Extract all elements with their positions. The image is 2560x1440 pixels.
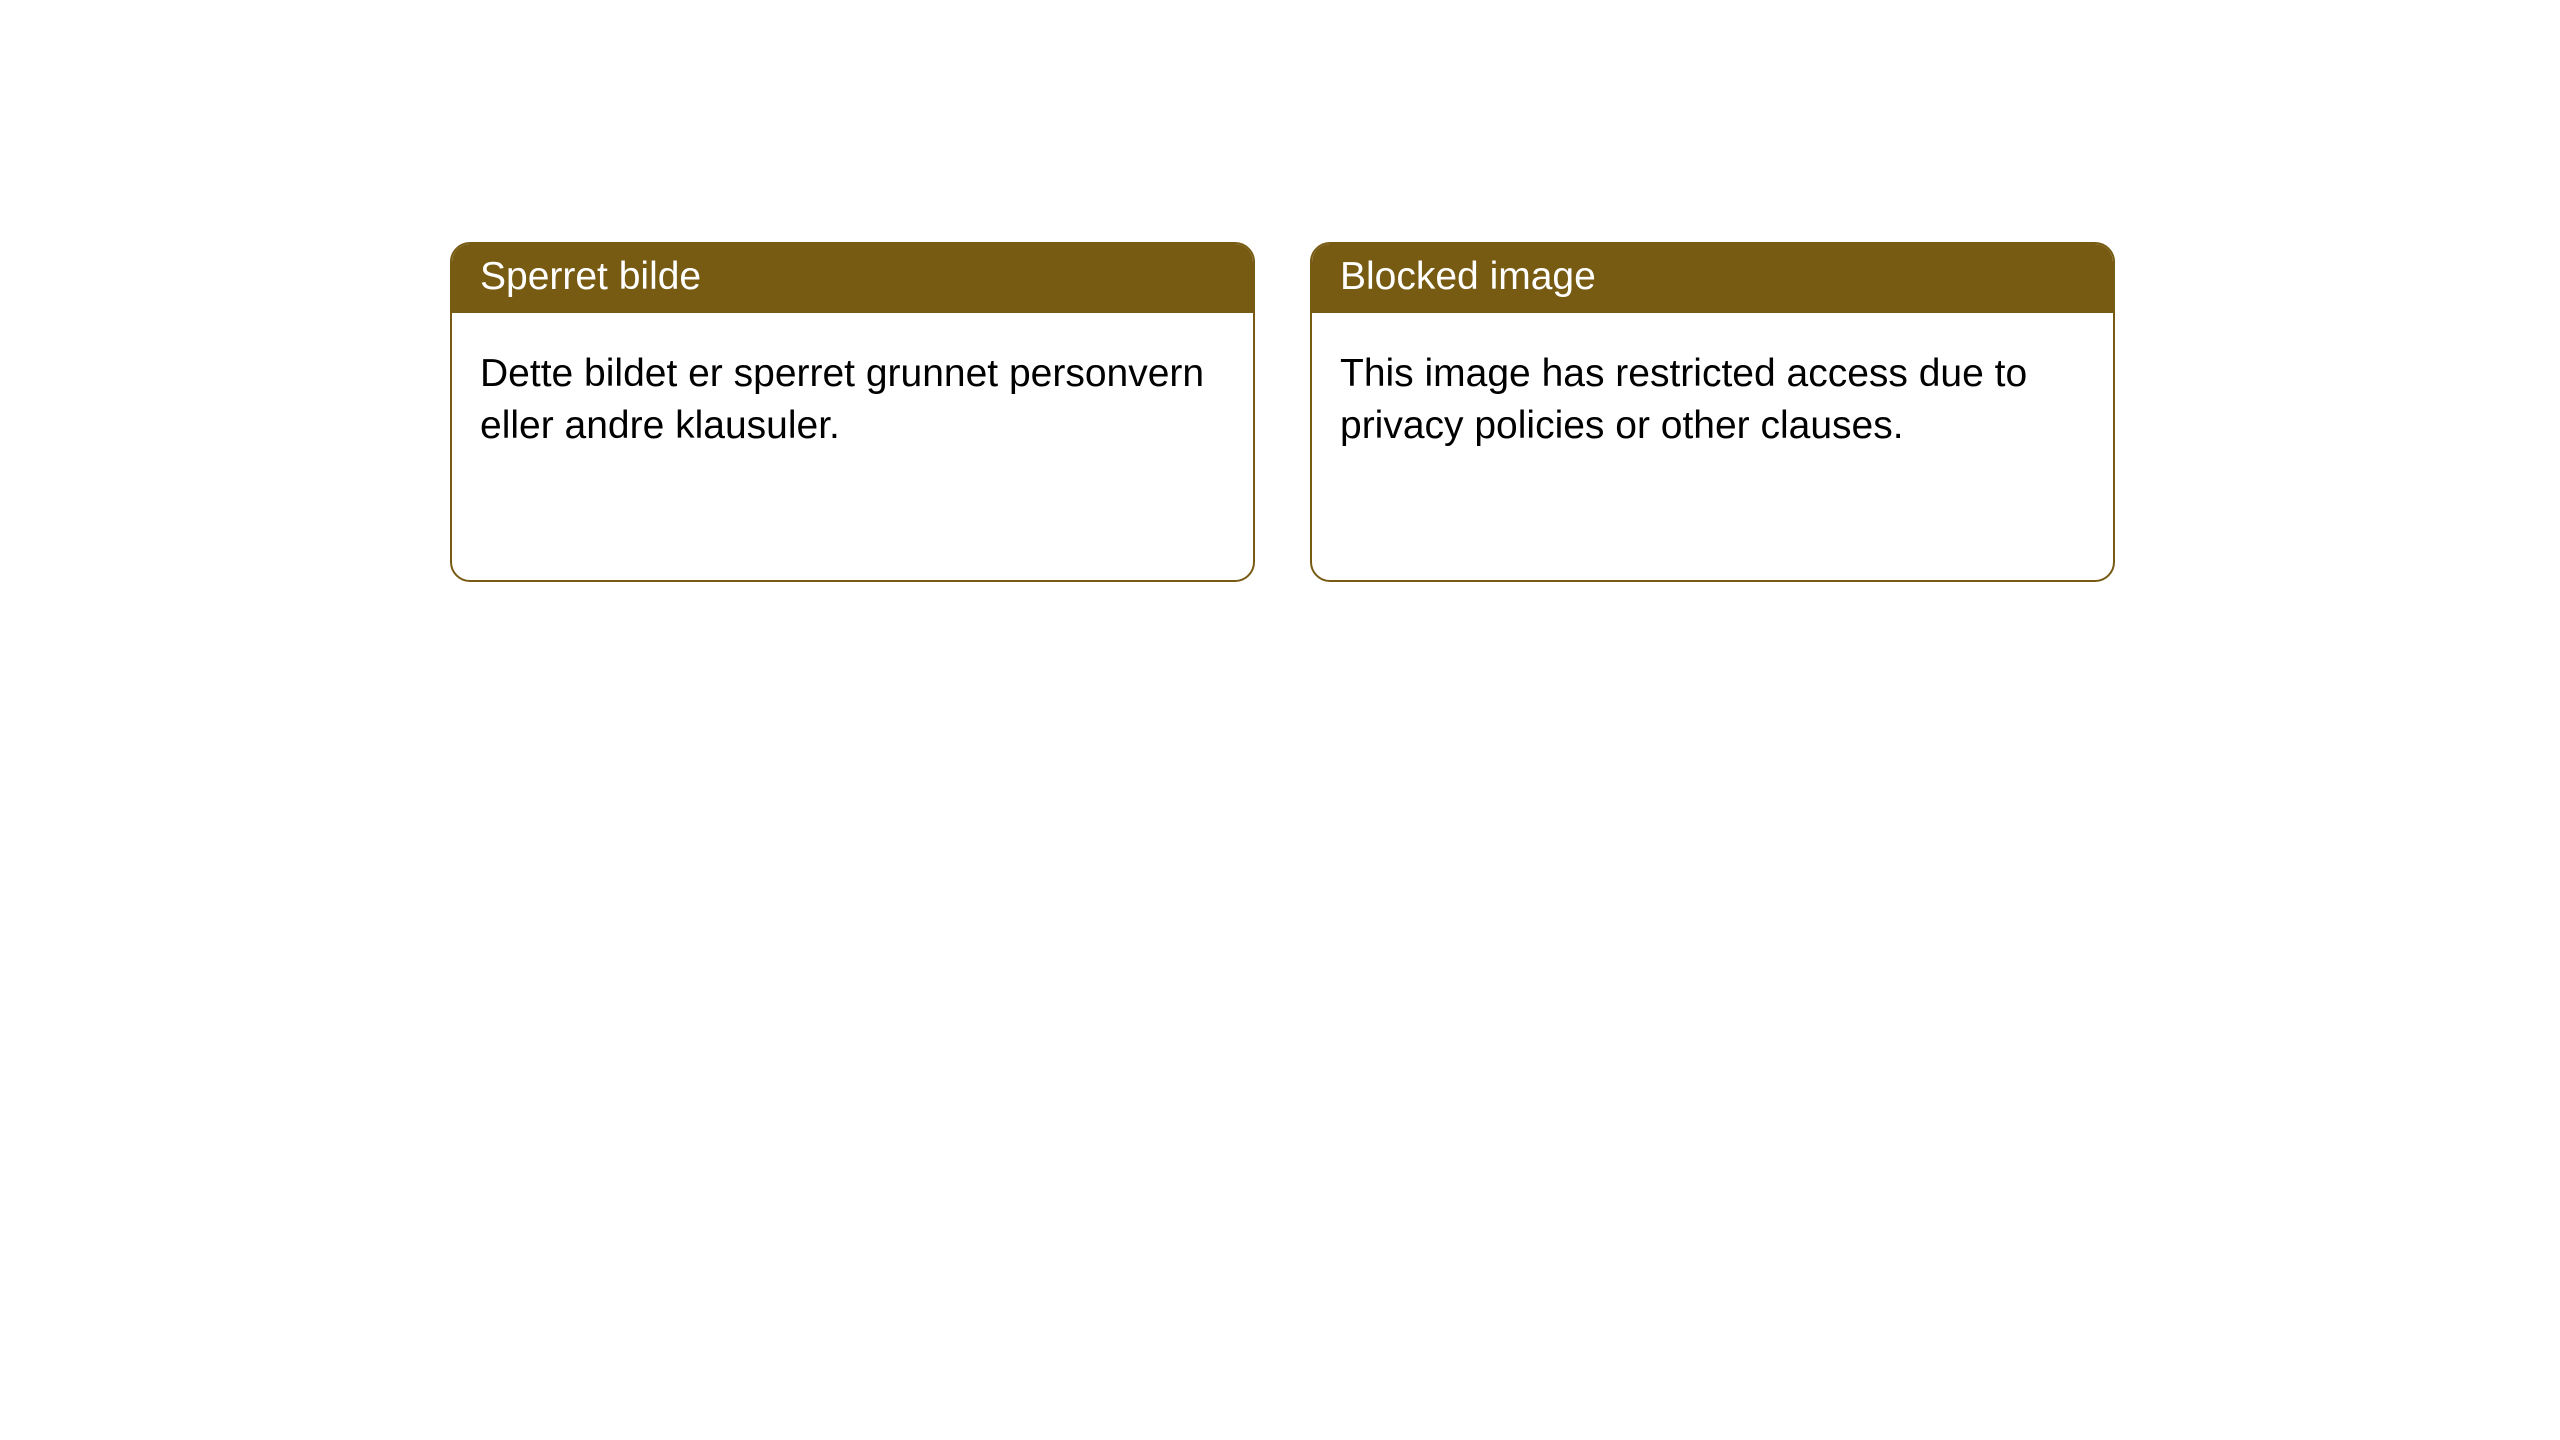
- card-header: Sperret bilde: [452, 244, 1253, 313]
- card-body: Dette bildet er sperret grunnet personve…: [452, 313, 1253, 488]
- blocked-image-card-norwegian: Sperret bilde Dette bildet er sperret gr…: [450, 242, 1255, 582]
- card-header: Blocked image: [1312, 244, 2113, 313]
- blocked-image-card-english: Blocked image This image has restricted …: [1310, 242, 2115, 582]
- card-body: This image has restricted access due to …: [1312, 313, 2113, 488]
- notice-container: Sperret bilde Dette bildet er sperret gr…: [0, 0, 2560, 582]
